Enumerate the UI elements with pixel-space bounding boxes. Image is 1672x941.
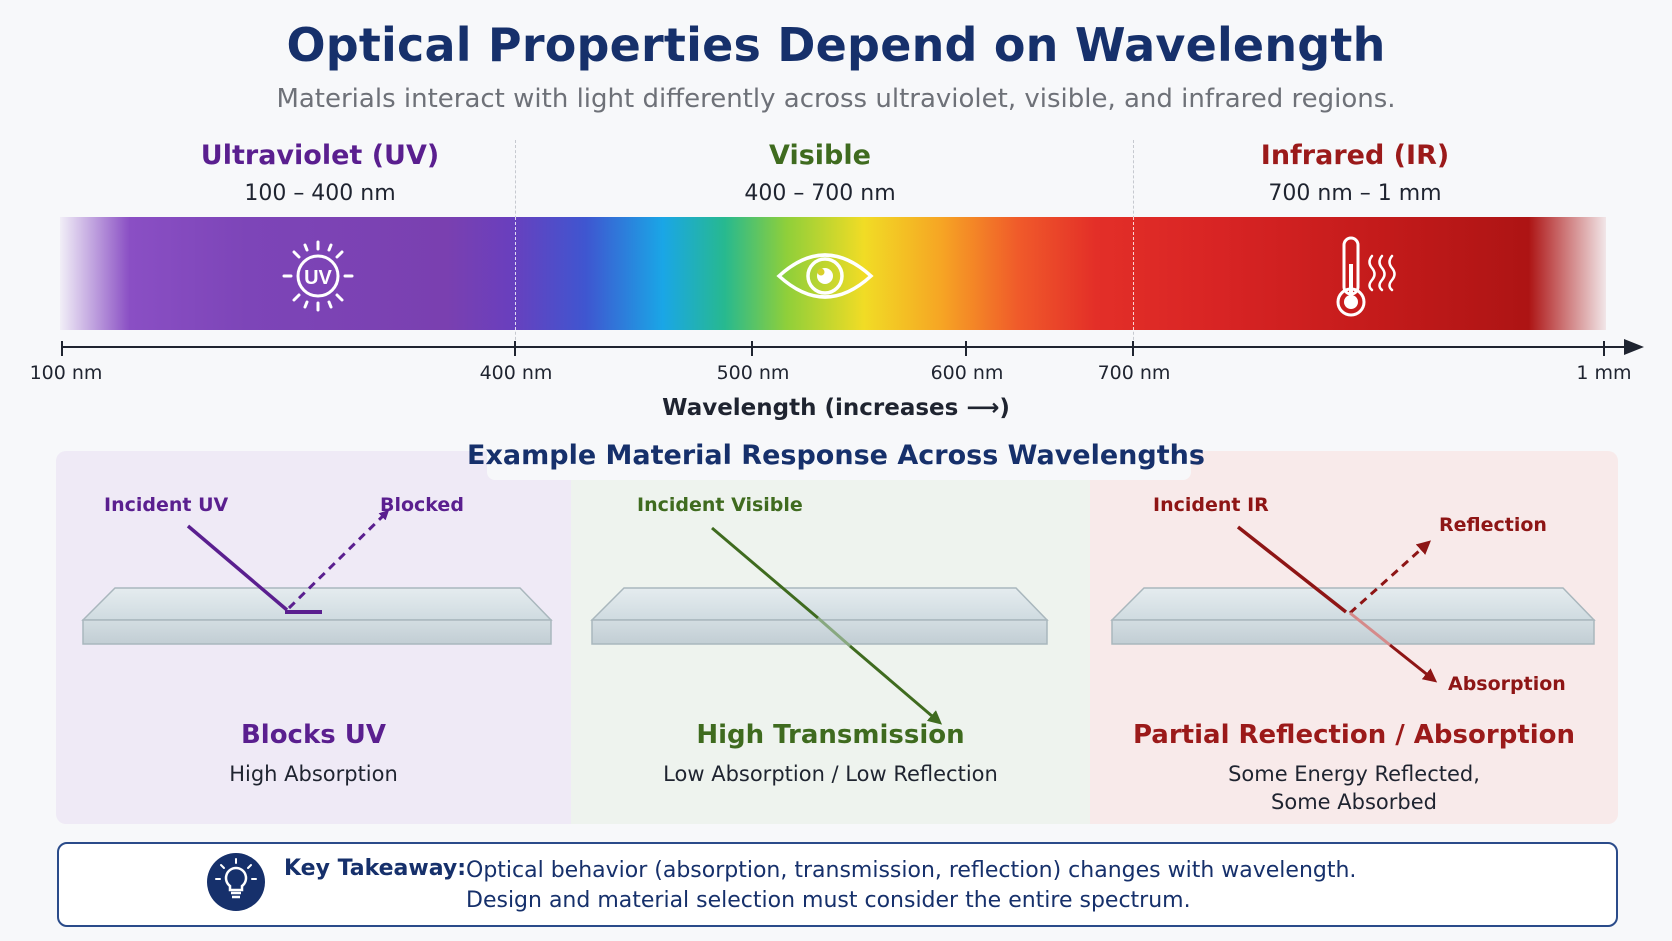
ir-absorption-ray — [1389, 643, 1438, 683]
uv-incident-label: Incident UV — [104, 494, 229, 516]
takeaway-line2: Design and material selection must consi… — [466, 888, 1191, 913]
visible-incident-label: Incident Visible — [637, 494, 803, 516]
ir-incident-label: Incident IR — [1153, 494, 1269, 516]
ir-reflection-label: Reflection — [1439, 514, 1547, 536]
tick-label-100nm: 100 nm — [29, 362, 103, 384]
visible-panel-title: High Transmission — [696, 720, 965, 750]
visible-material-slab — [590, 587, 1049, 645]
spectrum-divider-400 — [515, 217, 516, 330]
axis-title: Wavelength (increases ⟶) — [662, 395, 1010, 421]
ir-region-range: 700 nm – 1 mm — [1268, 181, 1442, 206]
lightbulb-icon — [207, 853, 265, 911]
tick-label-400nm: 400 nm — [479, 362, 553, 384]
page-subtitle: Materials interact with light differentl… — [276, 84, 1396, 114]
section-title: Example Material Response Across Wavelen… — [467, 440, 1205, 471]
ir-panel-description: Some Energy Reflected, Some Absorbed — [1090, 760, 1618, 816]
ir-region-title: Infrared (IR) — [1260, 140, 1450, 171]
ir-absorption-label: Absorption — [1448, 673, 1566, 695]
tick-label-1mm: 1 mm — [1576, 362, 1632, 384]
page-title: Optical Properties Depend on Wavelength — [286, 18, 1386, 72]
uv-icon-text: UV — [304, 267, 332, 289]
visible-ray-in-slab — [817, 616, 851, 648]
ir-incident-ray — [1236, 525, 1348, 614]
thermometer-heat-icon — [1336, 236, 1396, 317]
uv-incident-ray — [186, 524, 289, 612]
uv-panel-description: High Absorption — [229, 762, 398, 786]
ir-material-slab — [1110, 587, 1596, 645]
ir-panel-description-line1: Some Energy Reflected, — [1228, 762, 1480, 786]
uv-sun-icon: UV — [282, 240, 354, 312]
ir-reflection-ray — [1348, 540, 1431, 615]
uv-region-range: 100 – 400 nm — [244, 181, 396, 206]
visible-region-title: Visible — [769, 140, 871, 171]
visible-region-range: 400 – 700 nm — [744, 181, 896, 206]
takeaway-label: Key Takeaway: — [284, 856, 467, 881]
ir-ray-in-slab — [1349, 611, 1391, 647]
uv-region-title: Ultraviolet (UV) — [200, 140, 440, 171]
uv-blocked-ray — [287, 509, 390, 610]
visible-panel-description: Low Absorption / Low Reflection — [663, 762, 998, 786]
spectrum-divider-700 — [1133, 217, 1134, 330]
key-takeaway-box — [57, 842, 1618, 927]
wavelength-axis — [61, 339, 1644, 356]
eye-icon — [776, 253, 874, 299]
ir-panel-description-line2: Some Absorbed — [1271, 790, 1437, 814]
visible-incident-ray — [711, 526, 819, 620]
uv-material-slab — [81, 587, 553, 645]
uv-panel-title: Blocks UV — [240, 720, 387, 750]
ir-panel-title: Partial Reflection / Absorption — [1132, 720, 1576, 750]
takeaway-text: Optical behavior (absorption, transmissi… — [466, 856, 1356, 916]
tick-label-500nm: 500 nm — [716, 362, 790, 384]
visible-transmitted-ray — [849, 644, 943, 725]
tick-label-600nm: 600 nm — [930, 362, 1004, 384]
tick-label-700nm: 700 nm — [1097, 362, 1171, 384]
uv-blocked-label: Blocked — [380, 494, 464, 516]
section-title-background — [487, 436, 1191, 480]
takeaway-line1: Optical behavior (absorption, transmissi… — [466, 858, 1357, 883]
